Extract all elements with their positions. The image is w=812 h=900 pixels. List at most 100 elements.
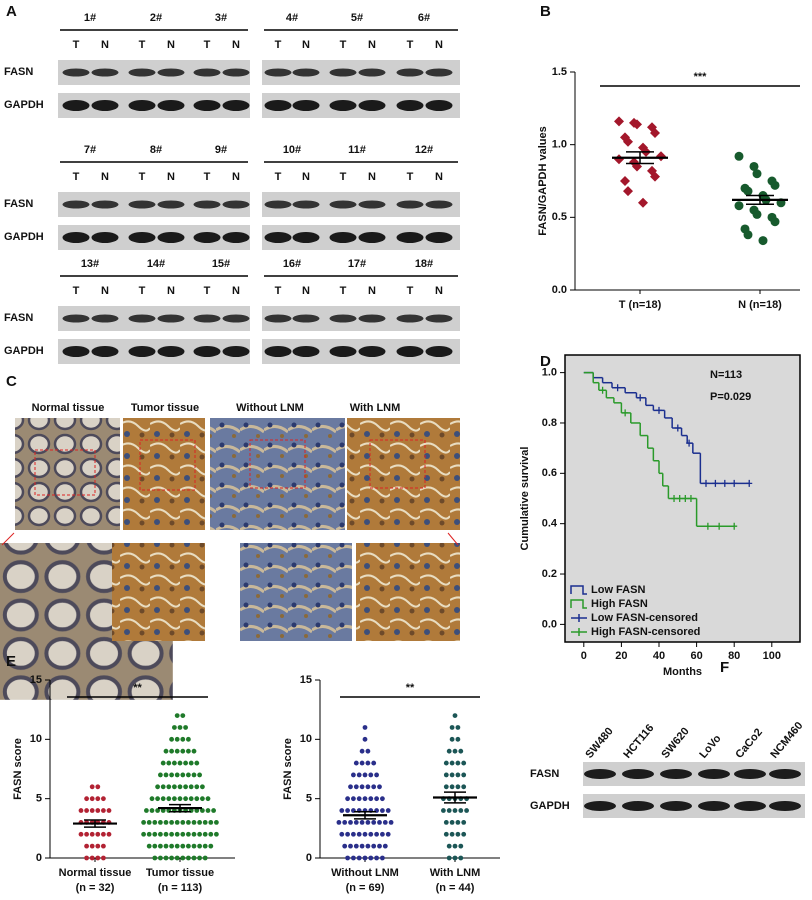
data-point <box>101 843 106 849</box>
y-tick-label: 0.8 <box>542 417 557 429</box>
blot-strip <box>583 794 805 818</box>
blot-band <box>193 346 221 357</box>
data-point <box>638 197 648 208</box>
data-point <box>89 796 95 802</box>
zoom-box <box>34 449 96 496</box>
data-point <box>650 128 660 139</box>
blot-band <box>769 769 801 779</box>
lane-label: N <box>368 285 376 297</box>
data-point <box>443 760 449 766</box>
data-point <box>362 796 368 802</box>
sample-label: 5# <box>351 12 363 24</box>
data-point <box>146 820 152 825</box>
blot-band <box>358 68 386 77</box>
significance: ** <box>133 682 142 694</box>
data-point <box>101 855 106 861</box>
data-point <box>339 831 345 837</box>
sample-label: 16# <box>283 258 301 270</box>
data-point <box>186 736 191 742</box>
lane-label: T <box>204 171 211 183</box>
lane-label: N <box>167 171 175 183</box>
censor-mark <box>731 479 738 487</box>
blot-band <box>329 100 357 111</box>
data-point <box>368 831 374 837</box>
data-point <box>362 725 368 730</box>
data-point <box>169 843 175 849</box>
blot-band <box>329 346 357 357</box>
blot-band <box>91 232 119 243</box>
data-point <box>362 772 368 778</box>
data-point <box>89 843 95 849</box>
data-point <box>371 843 377 849</box>
blot-band <box>128 314 156 323</box>
cell-line-label: CaCo2 <box>733 726 765 760</box>
blot-band <box>62 100 90 111</box>
censor-mark <box>682 495 689 502</box>
censor-mark <box>716 522 723 530</box>
data-point <box>356 796 362 802</box>
blot-band <box>584 769 616 779</box>
blot-band <box>222 68 250 77</box>
data-point <box>365 820 371 825</box>
blot-band <box>329 314 357 323</box>
data-point <box>169 831 175 837</box>
data-point <box>186 772 191 778</box>
protein-label: GAPDH <box>530 800 570 812</box>
lane-label: N <box>368 171 376 183</box>
sample-label: 17# <box>348 258 366 270</box>
blot-band <box>292 100 320 111</box>
blot-band <box>425 68 453 77</box>
data-point <box>464 808 469 813</box>
legend-label: High FASN-censored <box>591 626 700 638</box>
blot-band <box>264 232 292 243</box>
blot-band <box>292 346 320 357</box>
ihc-label: With LNM <box>350 402 401 414</box>
data-point <box>101 808 106 813</box>
data-point <box>89 855 95 861</box>
data-point <box>174 772 180 778</box>
data-point <box>749 161 759 171</box>
censor-mark <box>712 479 719 487</box>
blot-band <box>264 100 292 111</box>
data-point <box>353 820 359 825</box>
n-label: (n = 44) <box>436 882 475 894</box>
legend-symbol <box>571 614 587 622</box>
data-point <box>211 808 217 813</box>
protein-label: FASN <box>530 768 559 780</box>
data-point <box>214 820 219 825</box>
blot-band <box>128 200 156 209</box>
cell-line-label: HCT116 <box>621 722 656 761</box>
data-point <box>188 796 194 802</box>
data-point <box>180 713 186 718</box>
ihc-image <box>15 418 120 530</box>
blot-band <box>358 200 386 209</box>
data-point <box>169 736 175 742</box>
data-point <box>365 784 371 790</box>
data-point <box>351 855 356 861</box>
data-point <box>95 796 101 802</box>
data-point <box>141 820 147 825</box>
ihc-label: Normal tissue <box>32 402 105 414</box>
legend-label: Low FASN-censored <box>591 612 698 624</box>
sample-label: 10# <box>283 144 301 156</box>
data-point <box>152 843 158 849</box>
data-point <box>443 772 449 778</box>
data-point <box>200 808 205 813</box>
data-point <box>152 820 158 825</box>
data-point <box>163 855 169 861</box>
data-point <box>385 831 391 837</box>
blot-band <box>769 801 801 811</box>
data-point <box>214 831 219 837</box>
data-point <box>449 725 455 730</box>
data-point <box>368 796 374 802</box>
blot-band <box>222 346 250 357</box>
data-point <box>461 784 467 790</box>
data-point <box>183 784 189 790</box>
data-point <box>174 831 180 837</box>
cell-line-label: SW620 <box>659 725 691 760</box>
sample-label: 14# <box>147 258 165 270</box>
blot-band <box>698 801 730 811</box>
blot-band <box>157 100 185 111</box>
data-point <box>374 831 379 837</box>
n-label: (n = 32) <box>76 882 115 894</box>
